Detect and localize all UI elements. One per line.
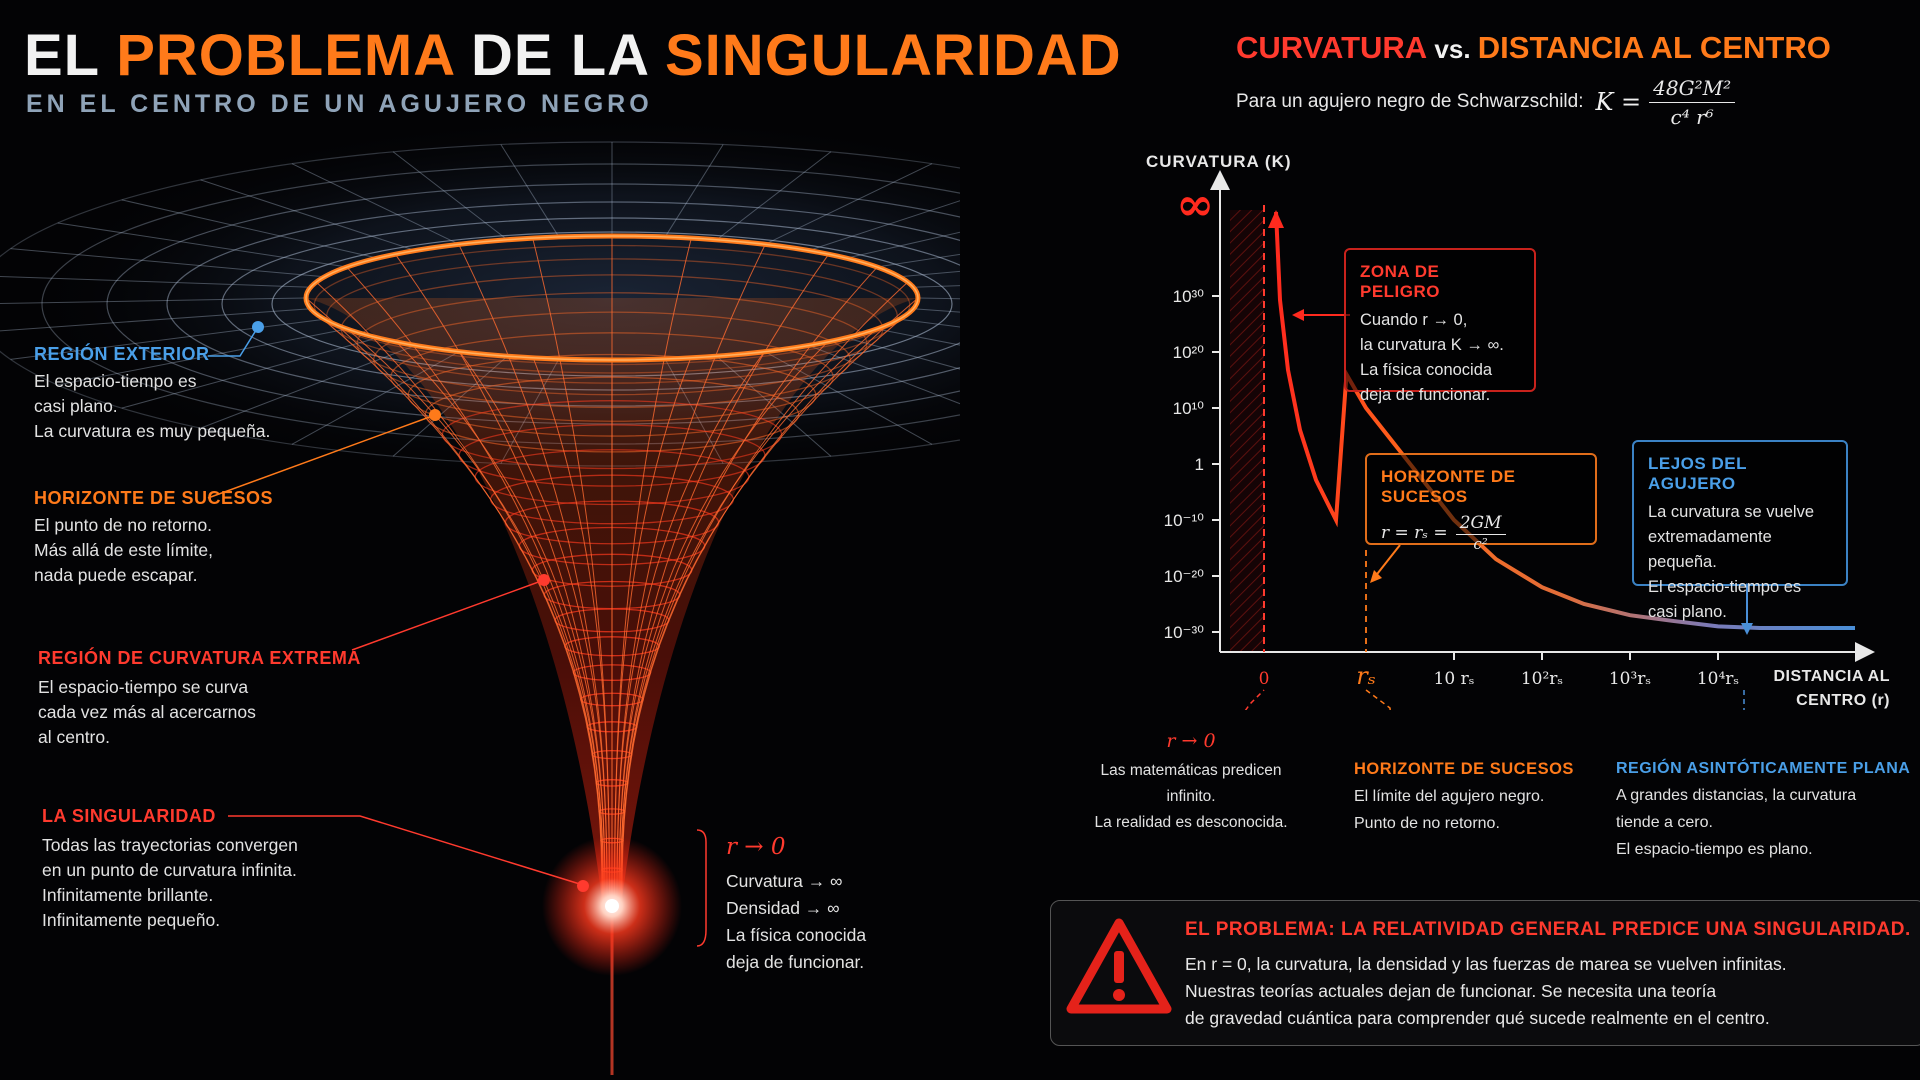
far-text: La curvatura se vuelve extremadamente pe…: [1648, 503, 1815, 621]
far-heading: LEJOS DEL AGUJERO: [1648, 454, 1747, 493]
title-part-4: SINGULARIDAD: [665, 23, 1122, 88]
extreme-heading: REGIÓN DE CURVATURA EXTREMA: [38, 648, 361, 668]
y-tick-label: 10¹⁰: [1173, 399, 1205, 418]
horizon-box: HORIZONTE DE SUCESOS r = rₛ = 2GM c²: [1365, 453, 1597, 553]
singularity-text: Todas las trayectorias convergen en un p…: [42, 835, 298, 930]
horizon-text: El punto de no retorno. Más allá de este…: [34, 515, 213, 585]
chart-formula: Para un agujero negro de Schwarzschild: …: [1236, 72, 1736, 132]
note-zero-text: Las matemáticas predicen infinito. La re…: [1094, 762, 1288, 831]
problem-heading: EL PROBLEMA: LA RELATIVIDAD GENERAL PRED…: [1185, 919, 1911, 940]
note-flat-text: A grandes distancias, la curvatura tiend…: [1616, 787, 1857, 858]
title-part-3: DE LA: [453, 23, 665, 88]
singularity-heading: LA SINGULARIDAD: [42, 806, 216, 826]
note-zero-math: r → 0: [1166, 730, 1216, 752]
horizon-formula-den: c²: [1473, 535, 1488, 553]
limit-math: r → 0: [726, 834, 786, 860]
problem-line-1: En r = 0, la curvatura, la densidad y la…: [1185, 954, 1787, 974]
chart-title-part-2: vs.: [1427, 34, 1478, 64]
x-tick-label: 0: [1259, 669, 1270, 689]
y-tick-label: 1: [1195, 455, 1204, 474]
extreme-text: El espacio-tiempo se curva cada vez más …: [38, 677, 256, 747]
infinity-tick: ∞: [1176, 177, 1214, 231]
horizon-formula: r = rₛ = 2GM c²: [1381, 513, 1581, 553]
horizon-box-heading: HORIZONTE DE SUCESOS: [1381, 467, 1516, 506]
danger-zone-box: ZONA DE PELIGRO Cuando r → 0, la curvatu…: [1344, 248, 1536, 404]
limit-text: Curvatura → ∞ Densidad → ∞ La física con…: [726, 871, 867, 972]
danger-heading: ZONA DE PELIGRO: [1360, 262, 1441, 301]
note-flat-heading: REGIÓN ASINTÓTICAMENTE PLANA: [1616, 760, 1911, 777]
formula-lhs: K =: [1595, 88, 1642, 116]
curvature-chart: 10³⁰ 10²⁰ 10¹⁰ 1 10⁻¹⁰ 10⁻²⁰ 10⁻³⁰ 0 rₛ 10 rₛ 10²…: [1164, 170, 1875, 710]
x-axis-label-line2: CENTRO (r): [1796, 692, 1890, 709]
page-title: EL PROBLEMA DE LA SINGULARIDAD: [24, 22, 1122, 89]
horizon-formula-num: 2GM: [1455, 513, 1506, 535]
y-tick-label: 10²⁰: [1173, 343, 1205, 362]
problem-box: EL PROBLEMA: LA RELATIVIDAD GENERAL PRED…: [1050, 900, 1920, 1046]
problem-line-3: de gravedad cuántica para comprender qué…: [1185, 1008, 1770, 1028]
far-away-box: LEJOS DEL AGUJERO La curvatura se vuelve…: [1632, 440, 1848, 621]
note-horizon: HORIZONTE DE SUCESOS El límite del aguje…: [1354, 760, 1574, 837]
spacetime-funnel-illustration: [0, 110, 960, 1075]
x-axis-label: DISTANCIA AL CENTRO (r): [1770, 665, 1890, 713]
chart-title-part-1: CURVATURA: [1236, 30, 1428, 65]
x-tick-label: rₛ: [1356, 662, 1376, 690]
label-limit: r → 0 Curvatura → ∞ Densidad → ∞ La físi…: [726, 834, 866, 976]
exterior-text: El espacio-tiempo es casi plano. La curv…: [34, 371, 271, 441]
note-horizon-text: El límite del agujero negro. Punto de no…: [1354, 788, 1545, 832]
danger-text: Cuando r → 0, la curvatura K → ∞. La fís…: [1360, 311, 1504, 404]
danger-zone-hatch: [1230, 210, 1264, 652]
y-tick-label: 10⁻³⁰: [1164, 623, 1205, 642]
label-exterior-region: REGIÓN EXTERIOR El espacio-tiempo es cas…: [34, 344, 270, 444]
y-tick-label: 10³⁰: [1173, 287, 1205, 306]
label-singularity: LA SINGULARIDAD Todas las trayectorias c…: [42, 806, 298, 933]
x-axis-label-line1: DISTANCIA AL: [1773, 668, 1890, 685]
infinity-arrowhead: [1268, 210, 1284, 228]
exterior-heading: REGIÓN EXTERIOR: [34, 344, 210, 364]
formula-numerator: 48G²M²: [1649, 76, 1736, 103]
chart-title-part-3: DISTANCIA AL CENTRO: [1477, 30, 1831, 65]
label-extreme-curvature: REGIÓN DE CURVATURA EXTREMA El espacio-t…: [38, 648, 361, 750]
note-flat-region: REGIÓN ASINTÓTICAMENTE PLANA A grandes d…: [1616, 760, 1910, 863]
warning-icon: [1066, 918, 1172, 1014]
problem-body: En r = 0, la curvatura, la densidad y la…: [1185, 951, 1787, 1032]
chart-title: CURVATURA vs. DISTANCIA AL CENTRO: [1236, 30, 1831, 66]
x-tick-label: 10⁴rₛ: [1697, 669, 1739, 689]
horizon-heading: HORIZONTE DE SUCESOS: [34, 488, 274, 508]
formula-fraction: 48G²M² c⁴ r⁶: [1649, 76, 1736, 129]
label-event-horizon: HORIZONTE DE SUCESOS El punto de no reto…: [34, 488, 273, 588]
y-tick-label: 10⁻¹⁰: [1164, 511, 1205, 530]
title-part-2: PROBLEMA: [116, 23, 454, 88]
page-subtitle: EN EL CENTRO DE UN AGUJERO NEGRO: [26, 90, 653, 118]
formula-intro: Para un agujero negro de Schwarzschild:: [1236, 91, 1584, 112]
horizon-formula-lhs: r = rₛ =: [1381, 523, 1448, 543]
y-axis-label: CURVATURA (K): [1146, 152, 1292, 171]
x-tick-label: 10 rₛ: [1434, 669, 1475, 689]
y-tick-label: 10⁻²⁰: [1164, 567, 1205, 586]
note-horizon-heading: HORIZONTE DE SUCESOS: [1354, 760, 1574, 778]
formula-denominator: c⁴ r⁶: [1670, 104, 1714, 129]
horizon-formula-fraction: 2GM c²: [1455, 513, 1506, 553]
x-tick-label: 10³rₛ: [1609, 669, 1651, 689]
note-zero: r → 0 Las matemáticas predicen infinito.…: [1076, 730, 1306, 836]
title-part-1: EL: [24, 23, 117, 88]
x-tick-label: 10²rₛ: [1521, 669, 1563, 689]
problem-line-2: Nuestras teorías actuales dejan de funci…: [1185, 981, 1717, 1001]
